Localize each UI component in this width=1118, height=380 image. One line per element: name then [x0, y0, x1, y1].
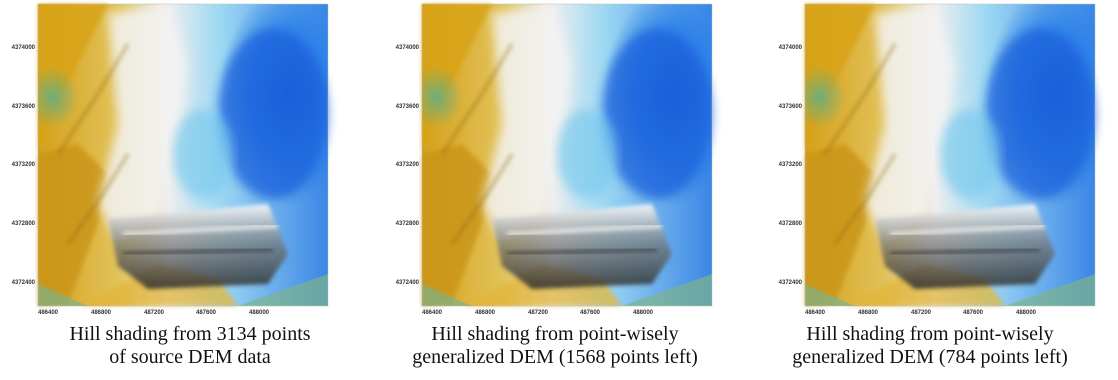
- y-tick-label: 4372400: [779, 280, 803, 286]
- y-tick-label: 4373200: [396, 162, 420, 168]
- caption-3-line-1: Hill shading from point-wisely: [806, 323, 1054, 345]
- y-tick-label: 4372400: [12, 280, 36, 286]
- x-tick-label: 488000: [633, 310, 654, 316]
- caption-2: Hill shading from point-wisely generaliz…: [385, 323, 725, 369]
- x-tick-label: 486400: [38, 310, 59, 316]
- hillshade-map-1: 4374000 4373600 4373200 4372800 4372400 48640…: [12, 0, 340, 316]
- caption-3: Hill shading from point-wisely generaliz…: [760, 323, 1100, 369]
- hillshade-map-3: 4374000 4373600 4373200 4372800 4372400 48640…: [779, 0, 1107, 316]
- x-tick-label: 487200: [528, 310, 549, 316]
- caption-1-line-1: Hill shading from 3134 points: [69, 323, 311, 345]
- caption-3-line-2: generalized DEM (784 points left): [792, 346, 1068, 368]
- y-tick-label: 4373600: [396, 104, 420, 110]
- x-tick-label: 487600: [963, 310, 984, 316]
- x-tick-label: 486800: [91, 310, 112, 316]
- y-tick-label: 4373200: [12, 162, 36, 168]
- caption-2-line-2: generalized DEM (1568 points left): [412, 346, 698, 368]
- caption-1-line-2: of source DEM data: [109, 346, 271, 368]
- x-tick-label: 487200: [911, 310, 932, 316]
- x-tick-label: 488000: [1016, 310, 1037, 316]
- y-tick-label: 4374000: [779, 45, 803, 51]
- x-tick-label: 487600: [580, 310, 601, 316]
- x-tick-label: 486800: [475, 310, 496, 316]
- y-tick-label: 4372800: [779, 221, 803, 227]
- x-tick-label: 486800: [858, 310, 879, 316]
- x-tick-label: 486400: [805, 310, 826, 316]
- y-tick-label: 4372800: [396, 221, 420, 227]
- x-tick-label: 487200: [144, 310, 165, 316]
- caption-2-line-1: Hill shading from point-wisely: [431, 323, 679, 345]
- caption-1: Hill shading from 3134 points of source …: [20, 323, 360, 369]
- x-tick-label: 487600: [196, 310, 217, 316]
- y-tick-label: 4373600: [12, 104, 36, 110]
- y-tick-label: 4374000: [396, 45, 420, 51]
- x-tick-label: 488000: [249, 310, 270, 316]
- y-tick-label: 4373600: [779, 104, 803, 110]
- y-tick-label: 4372400: [396, 280, 420, 286]
- x-tick-label: 486400: [422, 310, 443, 316]
- hillshade-map-2: 4374000 4373600 4373200 4372800 4372400 48640…: [396, 0, 724, 316]
- y-tick-label: 4373200: [779, 162, 803, 168]
- y-tick-label: 4374000: [12, 45, 36, 51]
- y-tick-label: 4372800: [12, 221, 36, 227]
